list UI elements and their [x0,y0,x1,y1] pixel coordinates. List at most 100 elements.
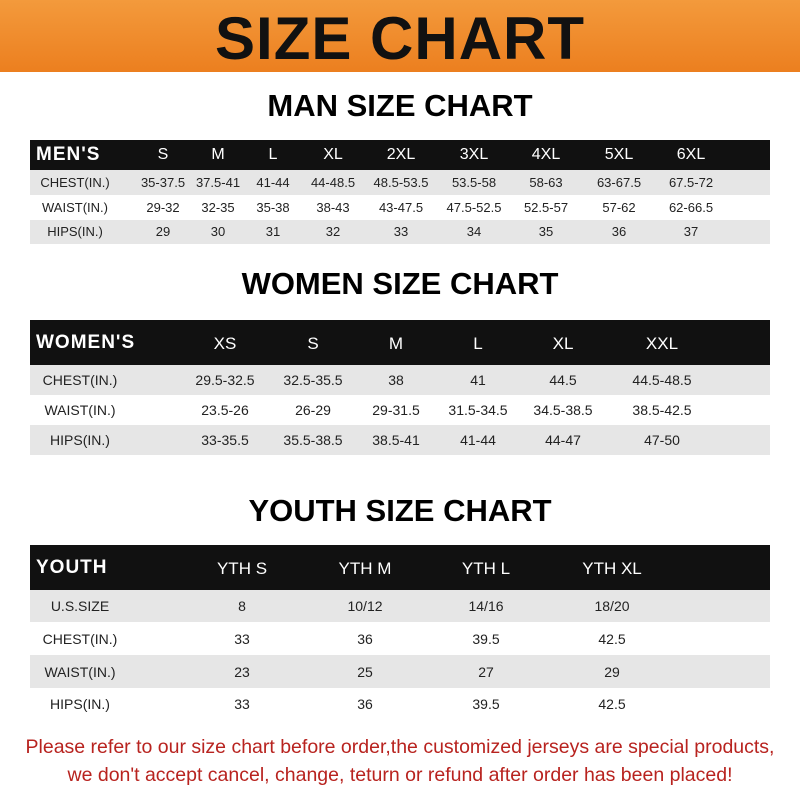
size-header-cell: XXL [645,333,679,353]
women-header-label: WOMEN'S [36,331,136,353]
table-cell: 26-29 [295,402,331,418]
row-label: CHEST(IN.) [40,174,110,190]
table-cell: 48.5-53.5 [373,174,429,190]
table-cell: 33 [234,696,250,712]
table-cell: 36 [611,224,627,239]
table-cell: 33 [234,630,250,647]
men-header-label: MEN'S [36,144,101,165]
table-row: HIPS(IN.) 29 30 31 32 33 34 35 36 37 [30,220,770,244]
size-header-cell: 3XL [459,146,489,163]
table-row: U.S.SIZE 8 10/12 14/16 18/20 [30,590,770,622]
table-cell: 35-37.5 [140,174,186,190]
table-cell: 33 [393,224,409,239]
size-header-cell: YTH M [338,558,392,578]
size-header-cell: M [388,333,404,353]
table-cell: 32.5-35.5 [283,372,343,388]
size-header-cell: 2XL [386,146,416,163]
size-header-cell: L [473,333,483,353]
table-cell: 8 [238,598,246,614]
table-row: HIPS(IN.) 33-35.5 35.5-38.5 38.5-41 41-44 44-… [30,425,770,455]
table-cell: 62-66.5 [668,199,714,215]
table-row: CHEST(IN.) 35-37.5 37.5-41 41-44 44-48.5 48.5… [30,170,770,195]
table-cell: 44-48.5 [310,174,356,190]
table-cell: 39.5 [472,630,500,647]
size-header-cell: M [211,146,225,163]
table-cell: 32 [325,224,341,239]
table-cell: 41 [470,372,486,388]
table-cell: 23 [234,663,250,680]
table-cell: 27 [478,663,494,680]
table-cell: 31.5-34.5 [448,402,508,418]
table-cell: 67.5-72 [668,174,714,190]
table-cell: 36 [357,696,373,712]
table-row: HIPS(IN.) 33 36 39.5 42.5 [30,688,770,720]
notice-line-2: we don't accept cancel, change, teturn o… [67,764,733,786]
table-cell: 41-44 [460,432,496,448]
table-cell: 37 [683,224,699,239]
table-cell: 31 [265,224,281,239]
table-cell: 32-35 [201,199,235,215]
table-cell: 23.5-26 [201,402,249,418]
table-cell: 35-38 [256,199,290,215]
table-cell: 33-35.5 [201,432,249,448]
women-section-title: WOMEN SIZE CHART [241,266,559,301]
table-row: WAIST(IN.) 23.5-26 26-29 29-31.5 31.5-34.5 34… [30,395,770,425]
size-header-cell: 5XL [604,146,634,163]
size-header-cell: XL [323,146,343,163]
table-cell: 47.5-52.5 [446,199,502,215]
notice-line-1: Please refer to our size chart before or… [25,736,775,758]
table-cell: 35 [538,224,554,239]
size-header-cell: XS [213,333,237,353]
table-cell: 10/12 [347,598,383,614]
table-cell: 37.5-41 [195,174,241,190]
size-header-cell: S [157,146,169,163]
row-label: HIPS(IN.) [47,224,103,239]
row-label: CHEST(IN.) [42,372,118,388]
size-header-cell: YTH XL [582,558,642,578]
size-header-cell: S [307,333,319,353]
table-cell: 34.5-38.5 [533,402,593,418]
table-cell: 42.5 [598,630,626,647]
youth-header-row: YOUTH YTH S YTH M YTH L YTH XL [30,545,770,590]
men-section-title: MAN SIZE CHART [267,88,533,123]
row-label: WAIST(IN.) [42,199,108,215]
table-cell: 38 [388,372,404,388]
table-cell: 25 [357,663,373,680]
table-cell: 52.5-57 [523,199,569,215]
table-cell: 44.5 [549,372,577,388]
table-cell: 36 [357,630,373,647]
title-banner: SIZE CHART [0,0,800,72]
table-cell: 38.5-41 [372,432,420,448]
page-title: SIZE CHART [215,5,585,72]
size-header-cell: L [268,146,278,163]
table-cell: 42.5 [598,696,626,712]
row-label: U.S.SIZE [50,598,110,614]
table-cell: 41-44 [256,174,290,190]
table-row: WAIST(IN.) 29-32 32-35 35-38 38-43 43-47.5 47.… [30,195,770,220]
row-label: WAIST(IN.) [44,663,116,680]
table-cell: 14/16 [468,598,504,614]
table-cell: 35.5-38.5 [283,432,343,448]
table-row: WAIST(IN.) 23 25 27 29 [30,655,770,688]
women-header-row: WOMEN'S XS S M L XL XXL [30,320,770,365]
size-header-cell: 4XL [531,146,561,163]
table-cell: 34 [466,224,482,239]
table-row: CHEST(IN.) 33 36 39.5 42.5 [30,622,770,655]
table-cell: 29-31.5 [372,402,420,418]
table-cell: 29 [604,663,620,680]
table-cell: 29 [155,224,171,239]
table-cell: 58-63 [529,174,563,190]
table-cell: 57-62 [602,199,636,215]
table-cell: 38.5-42.5 [632,402,692,418]
table-row: CHEST(IN.) 29.5-32.5 32.5-35.5 38 41 44.5 44.5… [30,365,770,395]
table-cell: 30 [210,224,226,239]
size-header-cell: XL [552,333,574,353]
size-header-cell: 6XL [676,146,706,163]
row-label: CHEST(IN.) [42,630,118,647]
table-cell: 44-47 [545,432,581,448]
row-label: HIPS(IN.) [50,696,110,712]
men-header-row: MEN'S S M L XL 2XL 3XL 4XL 5XL 6XL [30,140,770,170]
table-cell: 43-47.5 [378,199,424,215]
size-header-cell: YTH L [461,558,511,578]
